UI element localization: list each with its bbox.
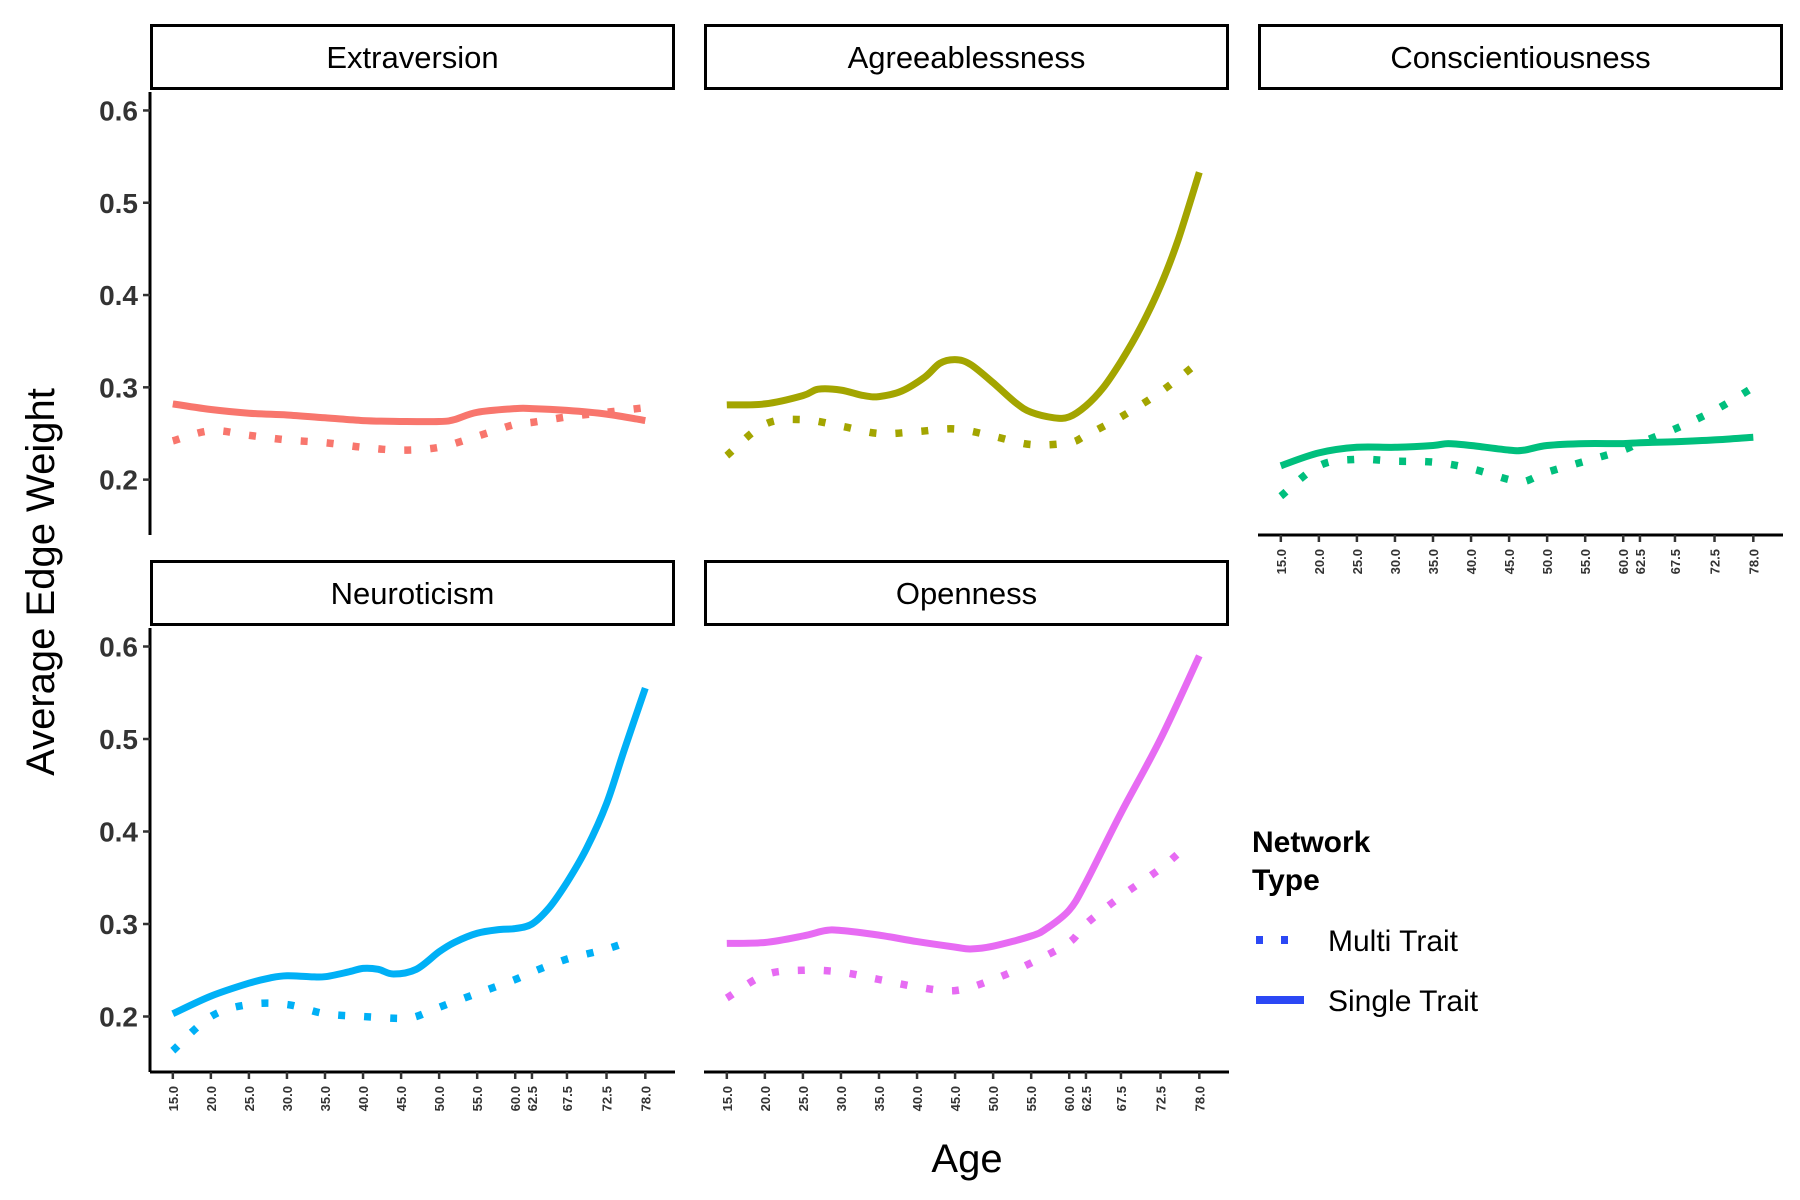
legend-label-multi-trait: Multi Trait xyxy=(1328,925,1459,958)
series-multi-trait-openness xyxy=(724,844,1188,1002)
x-tick-label: 30.0 xyxy=(1388,549,1403,574)
y-axis-title: Average Edge Weight xyxy=(19,388,63,776)
x-tick-label: 60.0 xyxy=(1062,1086,1077,1111)
panel-openness: Openness 15.0 20.0 25.0 30.0 35.0 40.0 45.0 50.0… xyxy=(704,560,1229,1111)
strip-title-agreeablessness: Agreeablessness xyxy=(848,40,1086,75)
strip-box-extraversion xyxy=(150,24,675,90)
panel-extraversion: Extraversion 0.2 0.3 0.4 0.5 0.6 xyxy=(99,24,675,535)
x-tick-label: 15.0 xyxy=(720,1086,735,1111)
series-single-trait-extraversion xyxy=(172,400,646,426)
strip-box-openness xyxy=(704,560,1229,626)
x-tick-label: 35.0 xyxy=(1426,549,1441,574)
x-tick-label: 30.0 xyxy=(280,1086,295,1111)
x-tick-label: 40.0 xyxy=(356,1086,371,1111)
x-tick-label: 50.0 xyxy=(1540,549,1555,574)
y-tick-label: 0.6 xyxy=(99,632,138,663)
x-tick-label: 78.0 xyxy=(1192,1086,1207,1111)
x-tick-label: 35.0 xyxy=(872,1086,887,1111)
legend: Network Type Multi Trait Single Trait xyxy=(1252,826,1479,1018)
x-tick-label: 20.0 xyxy=(1312,549,1327,574)
x-tick-label: 40.0 xyxy=(1464,549,1479,574)
series-multi-trait-neuroticism xyxy=(170,937,633,1054)
legend-title-line2: Type xyxy=(1252,864,1320,897)
strip-title-extraversion: Extraversion xyxy=(326,40,498,75)
x-tick-label: 20.0 xyxy=(758,1086,773,1111)
x-tick-label: 72.5 xyxy=(1154,1086,1169,1111)
x-tick-label: 15.0 xyxy=(1274,549,1289,574)
strip-box-conscientiousness xyxy=(1258,24,1783,90)
x-axis-title: Age xyxy=(931,1137,1002,1181)
x-tick-label: 78.0 xyxy=(638,1086,653,1111)
x-tick-label: 55.0 xyxy=(1578,549,1593,574)
series-single-trait-conscientiousness xyxy=(1279,433,1754,470)
panels-group: Extraversion 0.2 0.3 0.4 0.5 0.6 Agreeablessne… xyxy=(99,24,1783,1111)
y-tick-label: 0.4 xyxy=(99,817,138,848)
strip-title-neuroticism: Neuroticism xyxy=(331,576,495,611)
x-tick-label: 62.5 xyxy=(1633,549,1648,574)
x-tick-label: 15.0 xyxy=(166,1086,181,1111)
y-tick-label: 0.3 xyxy=(99,372,138,403)
y-tick-label: 0.2 xyxy=(99,465,138,496)
x-tick-label: 40.0 xyxy=(910,1086,925,1111)
series-multi-trait-agreeablessness xyxy=(724,358,1202,459)
strip-title-openness: Openness xyxy=(896,576,1037,611)
x-tick-label: 60.0 xyxy=(508,1086,523,1111)
strip-box-neuroticism xyxy=(150,560,675,626)
series-single-trait-neuroticism xyxy=(171,686,649,1017)
x-tick-label: 20.0 xyxy=(204,1086,219,1111)
x-tick-label: 25.0 xyxy=(242,1086,257,1111)
legend-label-single-trait: Single Trait xyxy=(1328,985,1479,1018)
x-tick-label: 50.0 xyxy=(432,1086,447,1111)
x-tick-label: 78.0 xyxy=(1746,549,1761,574)
y-tick-label: 0.3 xyxy=(99,909,138,940)
y-tick-label: 0.5 xyxy=(99,188,138,219)
x-tick-label: 45.0 xyxy=(948,1086,963,1111)
x-tick-label: 72.5 xyxy=(600,1086,615,1111)
x-tick-label: 30.0 xyxy=(834,1086,849,1111)
x-tick-label: 67.5 xyxy=(560,1086,575,1111)
legend-title-line1: Network xyxy=(1252,826,1371,859)
x-tick-label: 60.0 xyxy=(1616,549,1631,574)
panel-conscientiousness: Conscientiousness 15.0 20.0 25.0 30.0 35.0 40.… xyxy=(1258,24,1783,574)
x-tick-label: 50.0 xyxy=(986,1086,1001,1111)
x-tick-label: 55.0 xyxy=(1024,1086,1039,1111)
x-tick-label: 67.5 xyxy=(1114,1086,1129,1111)
y-tick-label: 0.4 xyxy=(99,280,138,311)
x-tick-label: 25.0 xyxy=(796,1086,811,1111)
x-tick-label: 62.5 xyxy=(1079,1086,1094,1111)
x-tick-label: 67.5 xyxy=(1668,549,1683,574)
x-tick-label: 72.5 xyxy=(1708,549,1723,574)
y-tick-label: 0.2 xyxy=(99,1002,138,1033)
x-tick-label: 45.0 xyxy=(394,1086,409,1111)
y-tick-label: 0.6 xyxy=(99,95,138,126)
series-single-trait-agreeablessness xyxy=(726,171,1203,422)
x-tick-label: 45.0 xyxy=(1502,549,1517,574)
panel-neuroticism: Neuroticism 0.2 0.3 0.4 0.5 0.6 15.0 20.0 25.0 30… xyxy=(99,560,675,1111)
x-tick-label: 35.0 xyxy=(318,1086,333,1111)
series-single-trait-openness xyxy=(726,654,1203,953)
strip-box-agreeablessness xyxy=(704,24,1229,90)
panel-agreeablessness: Agreeablessness xyxy=(704,24,1229,459)
x-tick-label: 62.5 xyxy=(525,1086,540,1111)
x-tick-label: 25.0 xyxy=(1350,549,1365,574)
y-tick-label: 0.5 xyxy=(99,724,138,755)
x-tick-label: 55.0 xyxy=(470,1086,485,1111)
strip-title-conscientiousness: Conscientiousness xyxy=(1390,40,1650,75)
series-multi-trait-extraversion xyxy=(171,403,646,454)
